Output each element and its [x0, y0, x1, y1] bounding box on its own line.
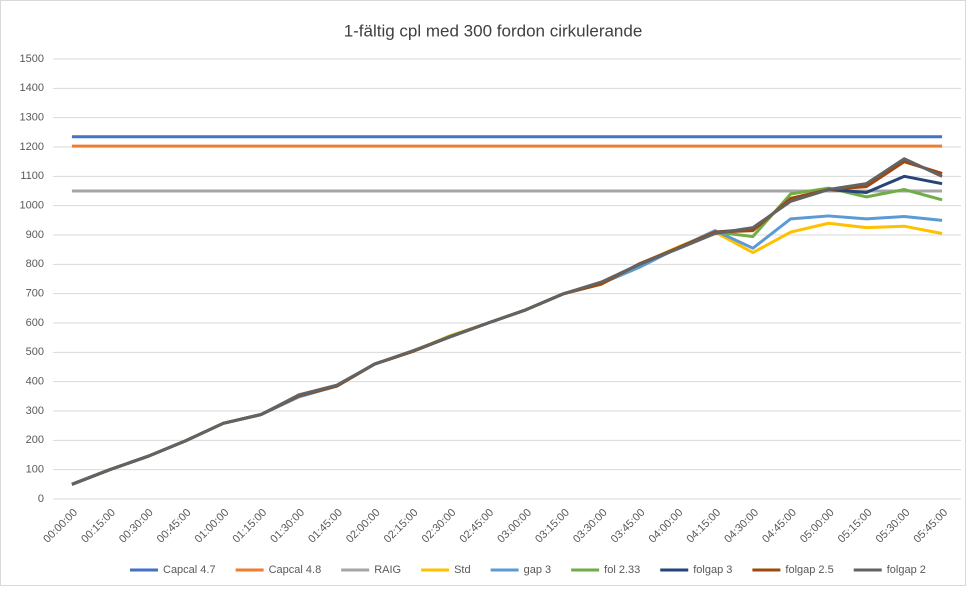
- legend-label: Std: [454, 564, 471, 576]
- series-line: [71, 157, 943, 486]
- y-tick-label: 200: [26, 434, 44, 446]
- legend-label: RAIG: [374, 564, 401, 576]
- legend-label: fol 2.33: [604, 564, 640, 576]
- y-tick-label: 1000: [20, 200, 44, 212]
- y-tick-label: 500: [26, 346, 44, 358]
- legend-label: Capcal 4.8: [269, 564, 322, 576]
- y-tick-label: 100: [26, 464, 44, 476]
- y-tick-label: 800: [26, 258, 44, 270]
- legend-label: folgap 3: [693, 564, 732, 576]
- y-tick-label: 900: [26, 229, 44, 241]
- chart-title: 1-fältig cpl med 300 fordon cirkulerande: [344, 21, 643, 40]
- y-tick-label: 1400: [20, 82, 44, 94]
- y-tick-label: 600: [26, 317, 44, 329]
- legend-label: gap 3: [524, 564, 552, 576]
- y-tick-label: 1300: [20, 112, 44, 124]
- legend-label: folgap 2: [887, 564, 926, 576]
- legend-label: folgap 2.5: [785, 564, 833, 576]
- legend-label: Capcal 4.7: [163, 564, 216, 576]
- y-tick-label: 0: [38, 493, 44, 505]
- y-tick-label: 1100: [20, 170, 44, 182]
- y-tick-label: 400: [26, 376, 44, 388]
- y-tick-label: 300: [26, 405, 44, 417]
- y-tick-label: 1200: [20, 141, 44, 153]
- y-tick-label: 1500: [20, 53, 44, 65]
- y-tick-label: 700: [26, 288, 44, 300]
